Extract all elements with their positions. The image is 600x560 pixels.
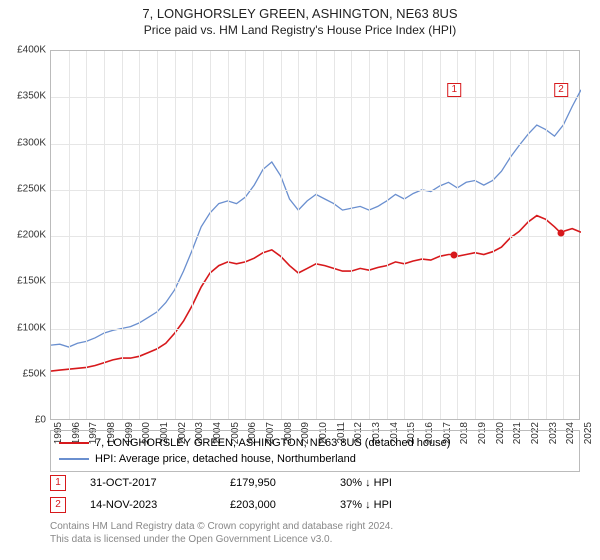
legend-item: 7, LONGHORSLEY GREEN, ASHINGTON, NE63 8U… xyxy=(59,435,571,451)
gridline-v xyxy=(334,51,335,419)
gridline-v xyxy=(210,51,211,419)
gridline-v xyxy=(192,51,193,419)
legend-item: HPI: Average price, detached house, Nort… xyxy=(59,451,571,467)
gridline-v xyxy=(104,51,105,419)
gridline-v xyxy=(404,51,405,419)
sales-table: 1 31-OCT-2017£179,95030% ↓ HPI 2 14-NOV-202… xyxy=(50,472,580,516)
gridline-v xyxy=(493,51,494,419)
gridline-v xyxy=(245,51,246,419)
footnote-line-1: Contains HM Land Registry data © Crown c… xyxy=(50,521,393,532)
sale-number-badge: 2 xyxy=(50,497,66,513)
gridline-v xyxy=(510,51,511,419)
y-axis-label: £250K xyxy=(17,183,46,194)
y-axis-label: £200K xyxy=(17,230,46,241)
sale-marker xyxy=(558,230,565,237)
y-axis-label: £150K xyxy=(17,276,46,287)
sale-date: 31-OCT-2017 xyxy=(90,477,230,489)
gridline-v xyxy=(528,51,529,419)
gridline-h xyxy=(51,144,579,145)
sale-vs-hpi: 30% ↓ HPI xyxy=(340,477,580,489)
gridline-h xyxy=(51,97,579,98)
legend-swatch xyxy=(59,442,89,444)
sale-flag: 2 xyxy=(554,83,568,97)
gridline-h xyxy=(51,236,579,237)
gridline-v xyxy=(228,51,229,419)
sale-price: £179,950 xyxy=(230,477,340,489)
plot-frame: 12 xyxy=(50,50,580,420)
gridline-v xyxy=(316,51,317,419)
gridline-v xyxy=(422,51,423,419)
gridline-v xyxy=(475,51,476,419)
chart-title: 7, LONGHORSLEY GREEN, ASHINGTON, NE63 8U… xyxy=(0,6,600,21)
gridline-v xyxy=(263,51,264,419)
y-axis-label: £400K xyxy=(17,45,46,56)
legend: 7, LONGHORSLEY GREEN, ASHINGTON, NE63 8U… xyxy=(50,430,580,472)
gridline-h xyxy=(51,190,579,191)
gridline-v xyxy=(86,51,87,419)
gridline-v xyxy=(281,51,282,419)
sale-flag: 1 xyxy=(448,83,462,97)
gridline-h xyxy=(51,282,579,283)
gridline-h xyxy=(51,375,579,376)
sale-number-badge: 1 xyxy=(50,475,66,491)
gridline-v xyxy=(157,51,158,419)
gridline-v xyxy=(69,51,70,419)
gridline-h xyxy=(51,329,579,330)
sale-price: £203,000 xyxy=(230,499,340,511)
legend-swatch xyxy=(59,458,89,460)
y-axis-label: £0 xyxy=(35,415,46,426)
sale-row: 2 14-NOV-2023£203,00037% ↓ HPI xyxy=(50,494,580,516)
sale-vs-hpi: 37% ↓ HPI xyxy=(340,499,580,511)
sale-row: 1 31-OCT-2017£179,95030% ↓ HPI xyxy=(50,472,580,494)
gridline-v xyxy=(546,51,547,419)
gridline-v xyxy=(175,51,176,419)
footnote-line-2: This data is licensed under the Open Gov… xyxy=(50,534,332,545)
footnote: Contains HM Land Registry data © Crown c… xyxy=(50,520,580,546)
gridline-v xyxy=(298,51,299,419)
y-axis-label: £50K xyxy=(23,368,46,379)
gridline-v xyxy=(351,51,352,419)
gridline-v xyxy=(369,51,370,419)
legend-label: HPI: Average price, detached house, Nort… xyxy=(95,453,356,465)
gridline-v xyxy=(122,51,123,419)
y-axis-label: £100K xyxy=(17,322,46,333)
gridline-v xyxy=(139,51,140,419)
gridline-v xyxy=(387,51,388,419)
y-axis-label: £350K xyxy=(17,91,46,102)
chart-subtitle: Price paid vs. HM Land Registry's House … xyxy=(0,23,600,37)
sale-date: 14-NOV-2023 xyxy=(90,499,230,511)
gridline-v xyxy=(440,51,441,419)
chart-area: 12 £0£50K£100K£150K£200K£250K£300K£350K£… xyxy=(50,50,580,420)
x-axis-label: 2025 xyxy=(583,422,594,444)
sale-marker xyxy=(451,251,458,258)
y-axis-label: £300K xyxy=(17,137,46,148)
gridline-v xyxy=(457,51,458,419)
legend-label: 7, LONGHORSLEY GREEN, ASHINGTON, NE63 8U… xyxy=(95,437,450,449)
